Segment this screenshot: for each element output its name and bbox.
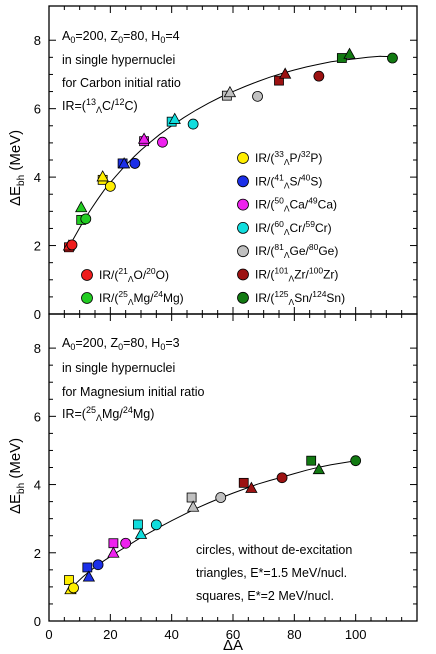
- bottom-triangle-marker: [186, 500, 200, 512]
- bottom-circle-marker: [68, 582, 79, 594]
- top-circle-marker: [313, 70, 325, 82]
- bottom-circle-marker: [350, 455, 362, 467]
- top-triangle-marker: [75, 200, 88, 213]
- top-y-tick-label: 0: [34, 307, 41, 322]
- x-tick-label: 80: [287, 627, 301, 642]
- bottom-square-marker: [133, 519, 143, 530]
- x-tick-label: 60: [226, 627, 240, 642]
- bottom-annotation-line-4: IR=(25ΛMg/24Mg): [62, 405, 154, 423]
- legend-right-item-label: IR/(41ΛS/40S): [255, 172, 322, 190]
- top-annotation-line-2: in single hypernuclei: [62, 53, 175, 67]
- top-circle-marker: [129, 158, 141, 169]
- top-circle-marker: [66, 239, 78, 251]
- legend-right-item-swatch: [237, 268, 249, 281]
- bottom-y-tick-label: 8: [34, 341, 41, 356]
- legend-right-item-label: IR/(33ΛP/32P): [255, 149, 322, 167]
- bottom-markers: [64, 455, 362, 595]
- legend-right-item-label: IR/(50ΛCa/49Ca): [255, 196, 337, 214]
- bottom-y-axis-label: ΔEbh (MeV): [7, 438, 27, 514]
- x-tick-label: 20: [103, 627, 117, 642]
- bottom-square-marker: [186, 492, 197, 503]
- legend-right-item-swatch: [237, 245, 249, 258]
- bottom-triangle-marker: [107, 546, 120, 558]
- bottom-circle-marker: [92, 559, 104, 571]
- legend-right-item-label: IR/(81ΛGe/80Ge): [255, 242, 338, 260]
- legend-right-item-swatch: [237, 175, 249, 188]
- top-circle-marker: [387, 52, 398, 64]
- top-circle-marker: [80, 213, 92, 225]
- top-axis-ticks: 0 2 4 6 8: [34, 6, 418, 322]
- top-circle-marker: [104, 180, 116, 192]
- top-triangle-marker: [223, 85, 237, 98]
- top-y-tick-label: 6: [34, 102, 41, 117]
- top-triangle-marker: [343, 47, 356, 59]
- bottom-annotation: A0=200, Z0=80, H0=3 in single hypernucle…: [62, 336, 204, 423]
- top-circle-marker: [187, 118, 199, 130]
- bottom-circle-marker: [150, 519, 162, 531]
- x-tick-label: 40: [164, 627, 178, 642]
- top-y-tick-label: 2: [34, 239, 41, 254]
- bottom-square-marker: [82, 562, 93, 573]
- top-circle-marker: [252, 90, 263, 102]
- legend-left: IR/(21ΛO/20O) IR/(25ΛMg/24Mg): [81, 266, 184, 307]
- bottom-annotation-line-3: for Magnesium initial ratio: [62, 385, 204, 399]
- top-triangle-marker: [117, 157, 131, 169]
- bottom-square-marker: [238, 477, 249, 488]
- top-markers: [62, 47, 398, 253]
- legend-right-item-swatch: [237, 291, 249, 304]
- top-annotation-line-3: for Carbon initial ratio: [62, 76, 181, 90]
- bottom-circle-marker: [120, 537, 132, 549]
- top-square-marker: [274, 75, 284, 86]
- legend-left-item-swatch: [81, 292, 93, 304]
- legend-right-item-swatch: [237, 198, 249, 211]
- legend-right-item-swatch: [237, 152, 249, 164]
- bottom-annotation-line-1: A0=200, Z0=80, H0=3: [62, 336, 180, 352]
- bottom-y-tick-label: 0: [34, 614, 41, 629]
- top-y-axis-label: ΔEbh (MeV): [7, 130, 27, 206]
- bottom-y-tick-label: 4: [34, 478, 41, 493]
- bottom-circle-marker: [276, 472, 288, 484]
- legend-right-item-label: IR/(60ΛCr/59Cr): [255, 219, 332, 237]
- legend-left-item-label: IR/(25ΛMg/24Mg): [99, 289, 184, 307]
- top-triangle-marker: [137, 132, 151, 144]
- legend-right: IR/(33ΛP/32P) IR/(41ΛS/40S) IR/(50ΛCa/49Ca…: [237, 149, 345, 307]
- x-tick-label: 0: [45, 627, 52, 642]
- bottom-triangle-marker: [134, 527, 148, 539]
- top-triangle-marker: [168, 112, 181, 124]
- top-annotation-line-1: A0=200, Z0=80, H0=4: [62, 29, 180, 45]
- top-triangle-marker: [278, 67, 292, 79]
- top-annotation: A0=200, Z0=80, H0=4 in single hypernucle…: [62, 29, 181, 115]
- legend-left-item-swatch: [81, 269, 93, 281]
- bottom-square-marker: [108, 538, 119, 549]
- bottom-triangle-marker: [245, 481, 258, 493]
- marker-explanation-note: circles, without de-excitation triangles…: [196, 543, 352, 603]
- top-circle-marker: [157, 136, 168, 148]
- bottom-y-tick-label: 6: [34, 409, 41, 424]
- top-y-tick-label: 8: [34, 33, 41, 48]
- note-circles: circles, without de-excitation: [196, 543, 352, 557]
- bottom-circle-marker: [215, 492, 227, 503]
- note-triangles: triangles, E*=1.5 MeV/nucl.: [196, 566, 347, 580]
- bottom-annotation-line-2: in single hypernuclei: [62, 361, 175, 375]
- legend-right-item-swatch: [237, 221, 249, 234]
- x-axis-label: ΔA: [223, 637, 243, 654]
- top-fit-curve: [66, 55, 393, 251]
- note-squares: squares, E*=2 MeV/nucl.: [196, 589, 334, 603]
- legend-right-item-label: IR/(125ΛSn/124Sn): [255, 289, 345, 307]
- legend-right-item-label: IR/(101ΛZr/100Zr): [255, 266, 338, 284]
- bottom-y-tick-label: 2: [34, 546, 41, 561]
- top-annotation-line-4: IR=(13ΛC/12C): [62, 97, 138, 115]
- bottom-square-marker: [64, 575, 74, 585]
- bottom-triangle-marker: [82, 570, 96, 582]
- top-y-tick-label: 4: [34, 170, 41, 185]
- bottom-square-marker: [306, 455, 317, 466]
- top-triangle-marker: [96, 170, 109, 182]
- x-tick-label: 100: [345, 627, 367, 642]
- legend-left-item-label: IR/(21ΛO/20O): [99, 266, 169, 284]
- bottom-triangle-marker: [312, 462, 326, 475]
